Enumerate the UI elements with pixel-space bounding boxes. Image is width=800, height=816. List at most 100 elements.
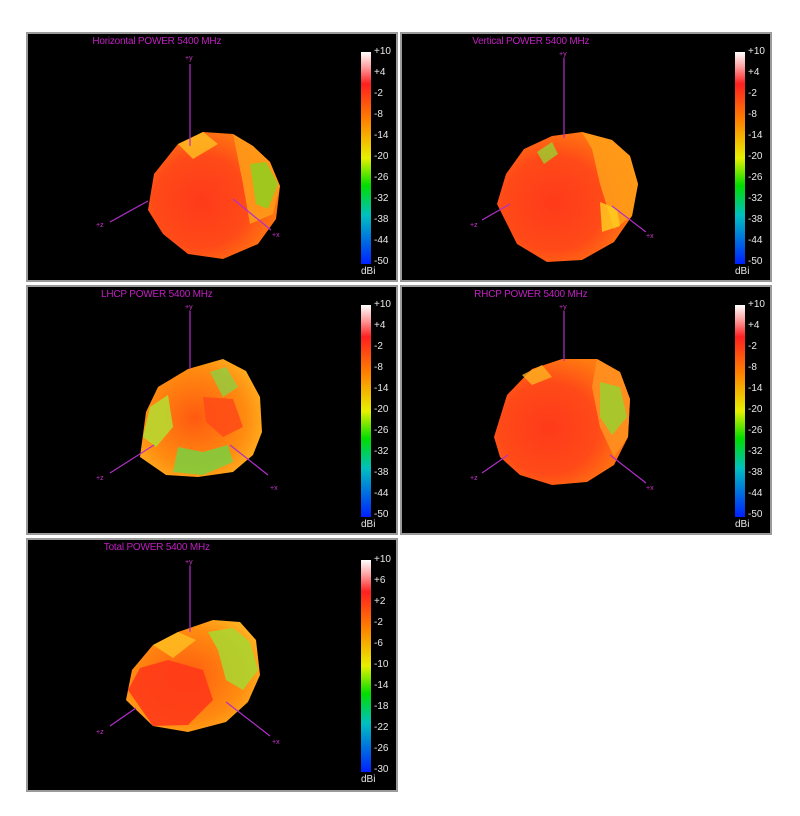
scale-unit: dBi — [361, 519, 376, 530]
scale-tick: -50 — [748, 256, 763, 267]
y-axis-label: +y — [185, 304, 193, 311]
x-axis-label: +x — [272, 232, 280, 239]
y-axis-label: +y — [559, 304, 567, 311]
x-axis — [611, 205, 647, 233]
scale-tick: +2 — [374, 596, 386, 607]
scale-tick: +4 — [748, 320, 760, 331]
pattern-yellow-band — [153, 632, 196, 658]
scale-tick: -30 — [374, 764, 389, 775]
z-axis — [109, 707, 137, 727]
scale-tick: -32 — [748, 446, 763, 457]
z-axis-label: +z — [96, 222, 104, 229]
x-axis-label: +x — [646, 233, 654, 240]
y-axis-label: +y — [185, 559, 193, 566]
scale-tick: +6 — [374, 575, 386, 586]
pattern-red-core — [128, 660, 213, 726]
x-axis — [229, 444, 269, 476]
pattern-green-lobe — [210, 367, 238, 397]
z-axis — [481, 454, 509, 474]
x-axis-label: +x — [270, 485, 278, 492]
scale-tick: +10 — [748, 299, 765, 310]
pattern-green-lobe — [208, 628, 258, 690]
x-axis-label: +x — [272, 739, 280, 746]
z-axis-label: +z — [96, 729, 104, 736]
scale-tick: -32 — [374, 193, 389, 204]
scale-tick: -20 — [374, 151, 389, 162]
scale-tick: -2 — [374, 341, 383, 352]
scale-tick: +4 — [748, 67, 760, 78]
scale-tick: -8 — [748, 109, 757, 120]
pattern-highlight — [582, 132, 638, 229]
scale-tick: -44 — [374, 235, 389, 246]
radiation-pattern-3d: +y +x +z — [470, 51, 654, 262]
scale-unit: dBi — [361, 266, 376, 277]
scale-tick: -2 — [748, 341, 757, 352]
scale-tick: -20 — [748, 151, 763, 162]
scale-tick: -2 — [374, 617, 383, 628]
radiation-pattern-3d: +y +x +z — [470, 304, 654, 492]
scale-tick: -26 — [748, 172, 763, 183]
radiation-pattern-3d: +y +x +z — [96, 559, 280, 746]
scale-tick: -26 — [374, 172, 389, 183]
scale-tick: +10 — [374, 299, 391, 310]
scale-tick: -20 — [748, 404, 763, 415]
scale-tick: -32 — [374, 446, 389, 457]
scale-tick: +4 — [374, 67, 386, 78]
scale-tick: +10 — [374, 554, 391, 565]
scale-tick: -22 — [374, 722, 389, 733]
scale-tick: -14 — [374, 130, 389, 141]
scale-tick: -2 — [748, 88, 757, 99]
radiation-pattern-3d: +y +x +z — [96, 55, 280, 259]
x-axis — [225, 701, 271, 737]
pattern-green-lobe — [537, 142, 558, 164]
scale-tick: -6 — [374, 638, 383, 649]
x-axis — [232, 198, 272, 231]
panel-title: LHCP POWER 5400 MHz — [100, 289, 213, 300]
vertical-power-panel: Vertical POWER 5400 MHz +y +x +z +10 +4 … — [400, 32, 772, 282]
scale-tick: -8 — [374, 362, 383, 373]
z-axis — [109, 200, 149, 223]
scale-tick: -38 — [374, 467, 389, 478]
x-axis-label: +x — [646, 485, 654, 492]
total-power-panel: Total POWER 5400 MHz +y +x +z +10 +6 +2 … — [26, 538, 398, 792]
scale-tick: -50 — [374, 509, 389, 520]
scale-tick: -50 — [374, 256, 389, 267]
z-axis — [109, 444, 155, 474]
pattern-red-core — [203, 397, 243, 437]
pattern-green-lobe — [173, 445, 233, 475]
pattern-green-lobe — [600, 382, 627, 435]
pattern-yellow-band — [178, 132, 218, 159]
scale-tick: -50 — [748, 509, 763, 520]
z-axis-label: +z — [470, 475, 478, 482]
scale-tick: -32 — [748, 193, 763, 204]
scale-tick: -26 — [374, 425, 389, 436]
scale-tick: -26 — [748, 425, 763, 436]
scale-tick: -8 — [748, 362, 757, 373]
pattern-yellow-band — [522, 365, 552, 385]
x-axis — [609, 454, 647, 484]
pattern-green-lobe — [250, 162, 278, 209]
scale-tick: -8 — [374, 109, 383, 120]
scale-tick: -10 — [374, 659, 389, 670]
scale-tick: -26 — [374, 743, 389, 754]
rhcp-power-panel: RHCP POWER 5400 MHz +y +x +z +10 +4 -2 -… — [400, 285, 772, 535]
scale-tick: -38 — [748, 467, 763, 478]
scale-unit: dBi — [735, 519, 750, 530]
panel-title: Total POWER 5400 MHz — [103, 542, 210, 553]
scale-tick: -44 — [748, 488, 763, 499]
z-axis — [481, 203, 511, 221]
y-axis-label: +y — [185, 55, 193, 62]
lhcp-power-panel: LHCP POWER 5400 MHz +y +x +z +10 +4 -2 -… — [26, 285, 398, 535]
pattern-yellow-band — [600, 202, 620, 232]
scale-tick: -44 — [748, 235, 763, 246]
horizontal-power-panel: Horizontal POWER 5400 MHz +y +x +z +10 +… — [26, 32, 398, 282]
scale-tick: -44 — [374, 488, 389, 499]
radiation-pattern-3d: +y +x +z — [96, 304, 278, 492]
scale-tick: -14 — [748, 130, 763, 141]
scale-tick: -38 — [748, 214, 763, 225]
panel-title: RHCP POWER 5400 MHz — [474, 289, 588, 300]
scale-unit: dBi — [361, 774, 376, 785]
scale-tick: -14 — [374, 383, 389, 394]
scale-tick: -20 — [374, 404, 389, 415]
scale-tick: -14 — [374, 680, 389, 691]
